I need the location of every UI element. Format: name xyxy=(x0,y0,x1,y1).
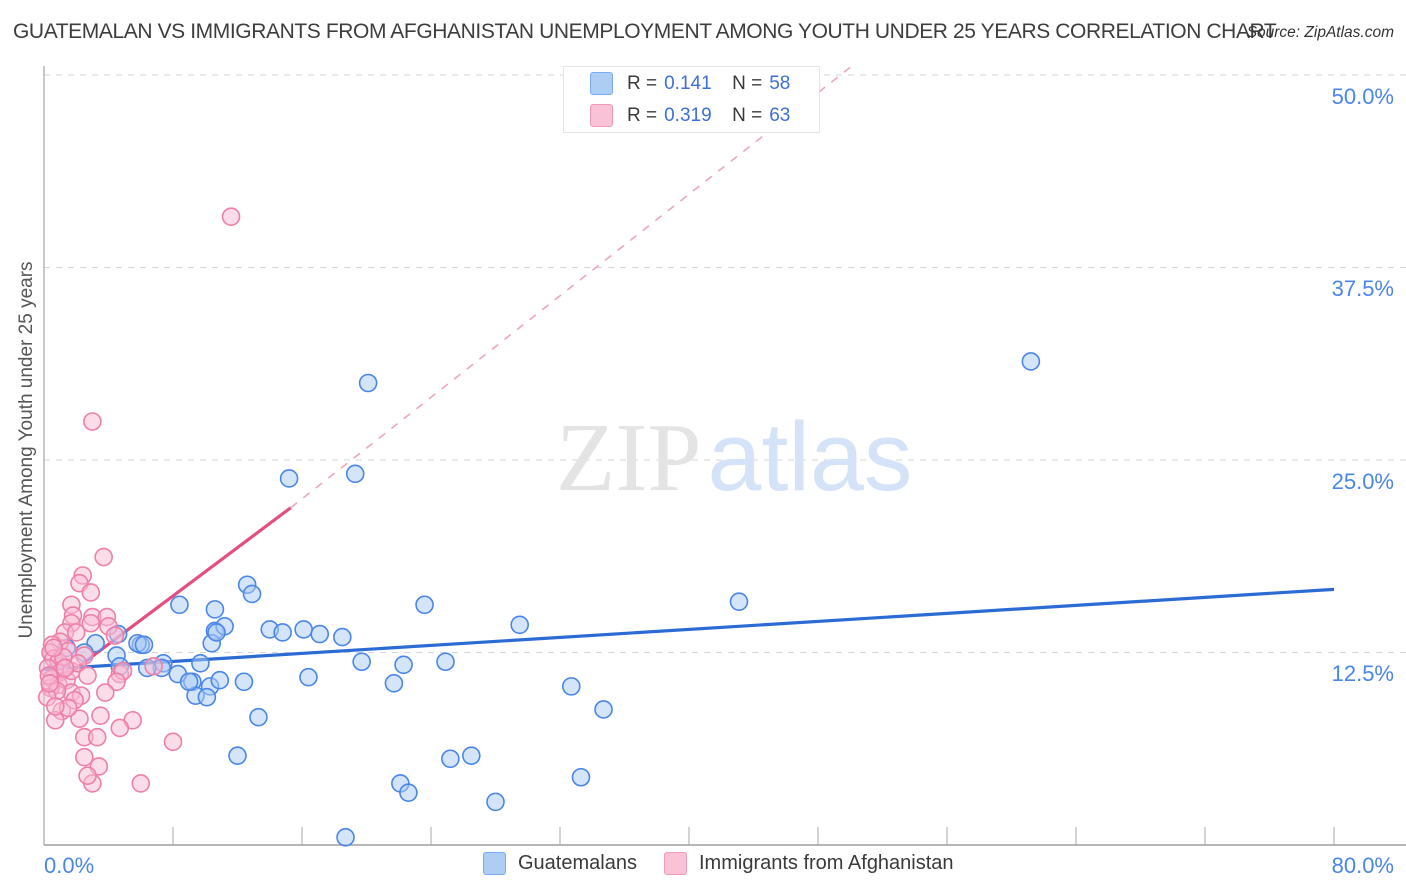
guatemalans-swatch-icon xyxy=(483,852,506,875)
afghanistan-point[interactable] xyxy=(70,709,89,729)
bottom-legend-afghanistan: Immigrants from Afghanistan xyxy=(664,852,954,875)
guatemalans-point[interactable] xyxy=(345,464,365,484)
afghanistan-point[interactable] xyxy=(144,657,163,676)
r-label: R = xyxy=(627,104,658,126)
y-tick-label-50: 50.0% xyxy=(1331,84,1394,109)
guatemalans-point[interactable] xyxy=(358,373,378,393)
guatemalans-point[interactable] xyxy=(134,635,154,655)
guatemalans-swatch-icon xyxy=(590,72,613,95)
n-value: 58 xyxy=(769,72,791,94)
guatemalans-point[interactable] xyxy=(279,469,299,488)
guatemalans-point[interactable] xyxy=(510,615,529,635)
legend-row-afghanistan: R = 0.319 N = 63 xyxy=(590,102,819,129)
guatemalans-point[interactable] xyxy=(242,584,262,604)
n-label: N = xyxy=(732,104,763,126)
afghanistan-point[interactable] xyxy=(45,697,65,716)
afghanistan-point[interactable] xyxy=(221,207,241,226)
afghanistan-point[interactable] xyxy=(91,706,110,725)
guatemalans-point[interactable] xyxy=(228,746,247,765)
guatemalans-point[interactable] xyxy=(394,655,413,675)
legend-row-guatemalans: R = 0.141 N = 58 xyxy=(590,70,819,97)
afghanistan-point[interactable] xyxy=(81,613,101,633)
bottom-legend-label: Immigrants from Afghanistan xyxy=(699,852,954,874)
guatemalans-point[interactable] xyxy=(561,677,581,696)
correlation-legend-box: R = 0.141 N = 58 R = 0.319 N = 63 xyxy=(563,66,820,133)
guatemalans-point[interactable] xyxy=(384,673,404,693)
n-value: 63 xyxy=(769,104,791,126)
afghanistan-point[interactable] xyxy=(81,583,101,602)
afghanistan-point[interactable] xyxy=(78,666,97,685)
guatemalans-point[interactable] xyxy=(205,600,225,619)
guatemalans-point[interactable] xyxy=(197,687,217,707)
bottom-legend-label: Guatemalans xyxy=(518,852,637,874)
guatemalans-point[interactable] xyxy=(191,653,210,673)
guatemalans-point[interactable] xyxy=(170,595,189,615)
afghanistan-point[interactable] xyxy=(44,638,63,658)
afghanistan-point[interactable] xyxy=(131,774,151,793)
afghanistan-point[interactable] xyxy=(83,412,102,431)
bottom-legend-guatemalans: Guatemalans xyxy=(483,852,637,875)
afghanistan-point[interactable] xyxy=(66,623,86,642)
guatemalans-point[interactable] xyxy=(415,595,434,615)
x-axis-min-label: 0.0% xyxy=(44,853,95,878)
guatemalans-point[interactable] xyxy=(179,672,199,692)
y-tick-label-25: 25.0% xyxy=(1331,469,1394,494)
guatemalans-point[interactable] xyxy=(299,667,318,687)
guatemalans-point[interactable] xyxy=(234,672,254,692)
guatemalans-point[interactable] xyxy=(273,623,292,642)
r-value: 0.141 xyxy=(664,72,712,94)
source-label: Source: ZipAtlas.com xyxy=(1246,24,1394,41)
guatemalans-point[interactable] xyxy=(210,670,230,690)
guatemalans-point[interactable] xyxy=(333,627,352,647)
guatemalans-point[interactable] xyxy=(1021,352,1041,371)
y-tick-label-37-5: 37.5% xyxy=(1331,276,1394,301)
n-label: N = xyxy=(732,72,763,94)
afghanistan-swatch-icon xyxy=(664,852,687,875)
guatemalans-point[interactable] xyxy=(310,624,330,644)
guatemalans-point[interactable] xyxy=(462,746,481,765)
guatemalans-point[interactable] xyxy=(436,652,455,672)
guatemalans-point[interactable] xyxy=(352,652,371,672)
afghanistan-point[interactable] xyxy=(95,683,115,702)
afghanistan-point[interactable] xyxy=(40,673,59,693)
afghanistan-point[interactable] xyxy=(105,626,125,645)
guatemalans-point[interactable] xyxy=(729,592,749,611)
r-value: 0.319 xyxy=(664,104,712,126)
afghanistan-point[interactable] xyxy=(163,732,183,752)
afghanistan-point[interactable] xyxy=(107,672,126,692)
afghanistan-point[interactable] xyxy=(110,718,130,738)
afghanistan-point[interactable] xyxy=(55,658,75,678)
y-tick-label-12-5: 12.5% xyxy=(1331,661,1394,686)
afghanistan-point[interactable] xyxy=(78,766,97,786)
afghanistan-swatch-icon xyxy=(590,104,613,127)
trend-line-extrapolated-immigrants-from-afghanistan xyxy=(290,66,851,509)
guatemalans-point[interactable] xyxy=(399,783,418,802)
guatemalans-point[interactable] xyxy=(207,623,226,642)
guatemalans-point[interactable] xyxy=(294,620,313,639)
guatemalans-point[interactable] xyxy=(486,792,505,812)
guatemalans-point[interactable] xyxy=(336,827,355,847)
guatemalans-point[interactable] xyxy=(249,707,268,727)
guatemalans-point[interactable] xyxy=(441,749,460,769)
page-title: GUATEMALAN VS IMMIGRANTS FROM AFGHANISTA… xyxy=(13,20,1277,43)
trend-line-guatemalans xyxy=(43,587,1335,672)
guatemalans-point[interactable] xyxy=(594,700,613,719)
guatemalans-point[interactable] xyxy=(571,767,591,787)
afghanistan-point[interactable] xyxy=(75,747,94,767)
x-axis-max-label: 80.0% xyxy=(1331,853,1394,878)
r-label: R = xyxy=(627,72,658,94)
afghanistan-point[interactable] xyxy=(94,547,113,567)
afghanistan-point[interactable] xyxy=(87,727,107,747)
zipatlas-watermark: ZIPatlas xyxy=(556,402,912,511)
